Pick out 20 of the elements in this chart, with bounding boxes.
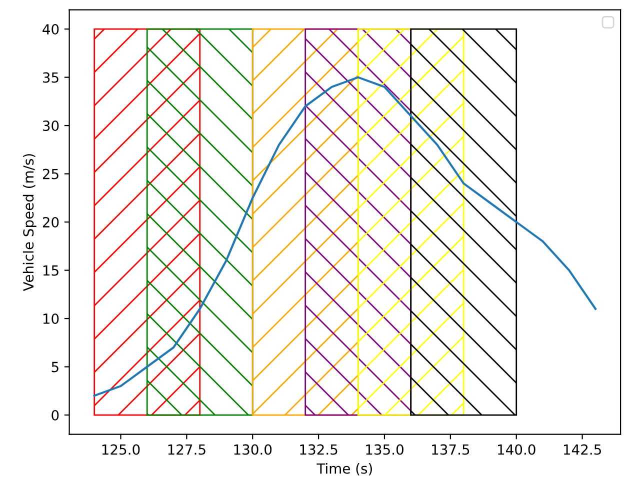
x-tick-label: 137.5: [432, 444, 470, 455]
y-tick-label: 30: [42, 120, 59, 132]
y-tick-label: 10: [43, 314, 59, 324]
x-tick-label: 125.0: [102, 444, 140, 455]
y-tick-label: 5: [52, 362, 58, 372]
line-series: [93, 76, 597, 397]
y-tick-label: 0: [52, 410, 59, 420]
x-tick-label: 132.5: [300, 444, 338, 455]
x-axis-title: Time (s): [316, 463, 372, 476]
y-tick-label: 15: [43, 265, 58, 276]
y-axis-title: Vehicle Speed (m/s): [22, 154, 36, 292]
x-tick-label: 142.5: [564, 444, 601, 455]
x-tick-label: 135.0: [366, 444, 404, 455]
x-tick-label: 140.0: [498, 444, 536, 455]
y-tick-label: 35: [42, 72, 58, 83]
y-tick-label: 40: [42, 24, 59, 35]
x-tick-label: 130.0: [234, 444, 272, 455]
y-tick-label: 25: [42, 168, 58, 180]
y-tick-label: 20: [42, 217, 59, 228]
x-tick-label: 127.5: [168, 444, 206, 455]
